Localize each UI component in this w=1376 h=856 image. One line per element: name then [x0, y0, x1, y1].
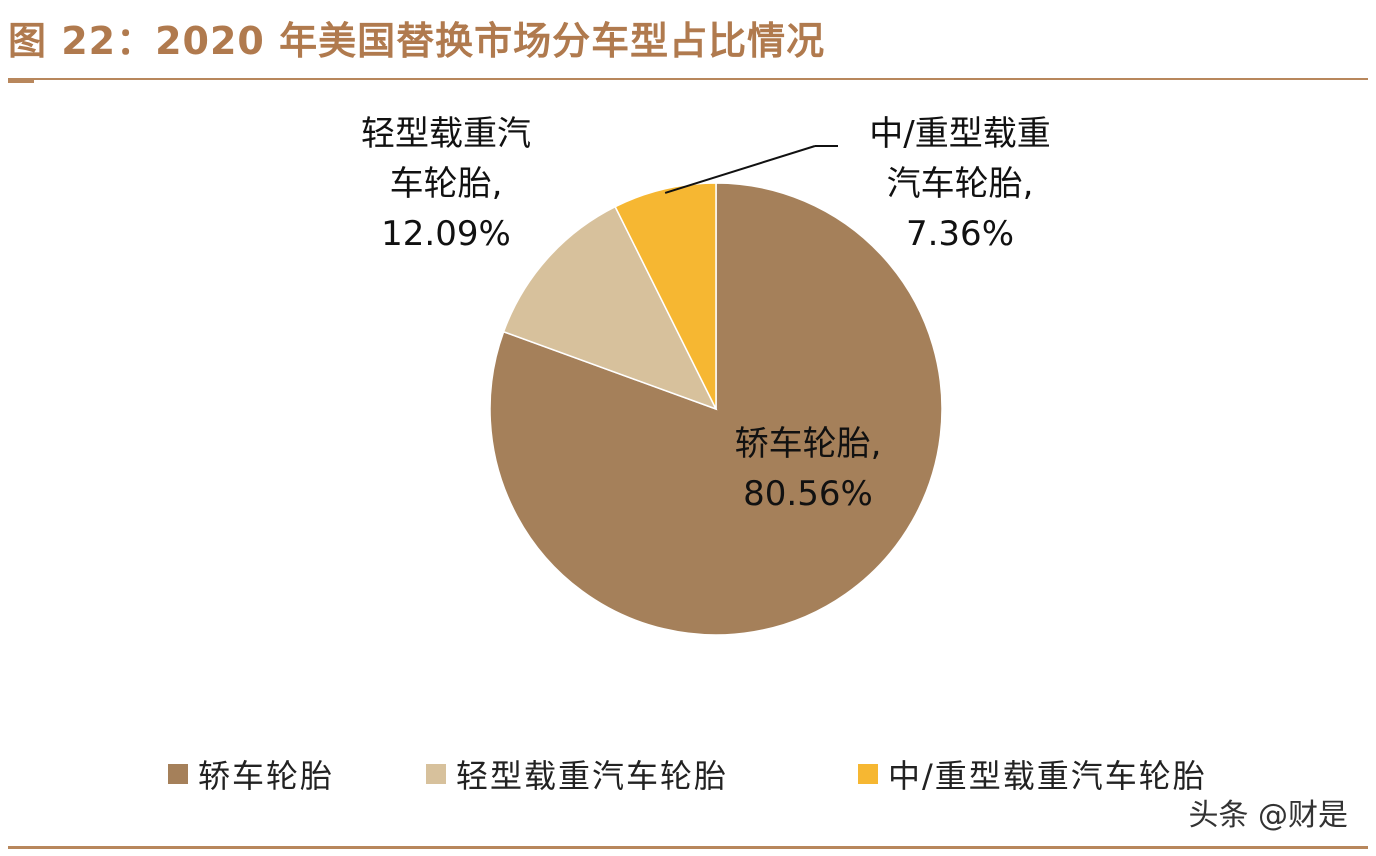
slice-3-label-line-2: 汽车轮胎, [887, 164, 1034, 204]
legend-label-3: 中/重型载重汽车轮胎 [888, 757, 1207, 795]
legend-swatch-1 [168, 764, 188, 784]
legend-swatch-3 [858, 764, 878, 784]
legend-label-2: 轻型载重汽车轮胎 [456, 757, 729, 795]
chart-legend: 轿车轮胎 轻型载重汽车轮胎 中/重型载重汽车轮胎 [0, 748, 1376, 800]
legend-item-2: 轻型载重汽车轮胎 [426, 748, 728, 800]
slice-3-label-line-3: 7.36% [906, 214, 1014, 254]
slice-1-label-line-2: 80.56% [743, 474, 873, 514]
legend-swatch-2 [426, 764, 446, 784]
legend-item-3: 中/重型载重汽车轮胎 [858, 748, 1207, 800]
title-divider [8, 78, 1368, 80]
legend-item-1: 轿车轮胎 [168, 748, 334, 800]
chart-title: 图 22：2020 年美国替换市场分车型占比情况 [8, 19, 826, 63]
slice-2-label-line-1: 轻型载重汽 [361, 114, 531, 154]
leader-line [664, 145, 816, 194]
slice-2-label-line-3: 12.09% [381, 214, 511, 254]
pie-slice-2 [502, 205, 718, 411]
pie-slice-3 [614, 182, 717, 410]
slice-2-label-line-2: 车轮胎, [390, 164, 503, 204]
slice-1-label-line-1: 轿车轮胎, [735, 424, 882, 464]
legend-label-1: 轿车轮胎 [198, 757, 335, 795]
slice-3-label-line-1: 中/重型载重 [869, 114, 1050, 154]
watermark: 头条 @财是 [1188, 798, 1348, 833]
bottom-divider [8, 846, 1368, 849]
title-divider-tab [8, 80, 34, 83]
